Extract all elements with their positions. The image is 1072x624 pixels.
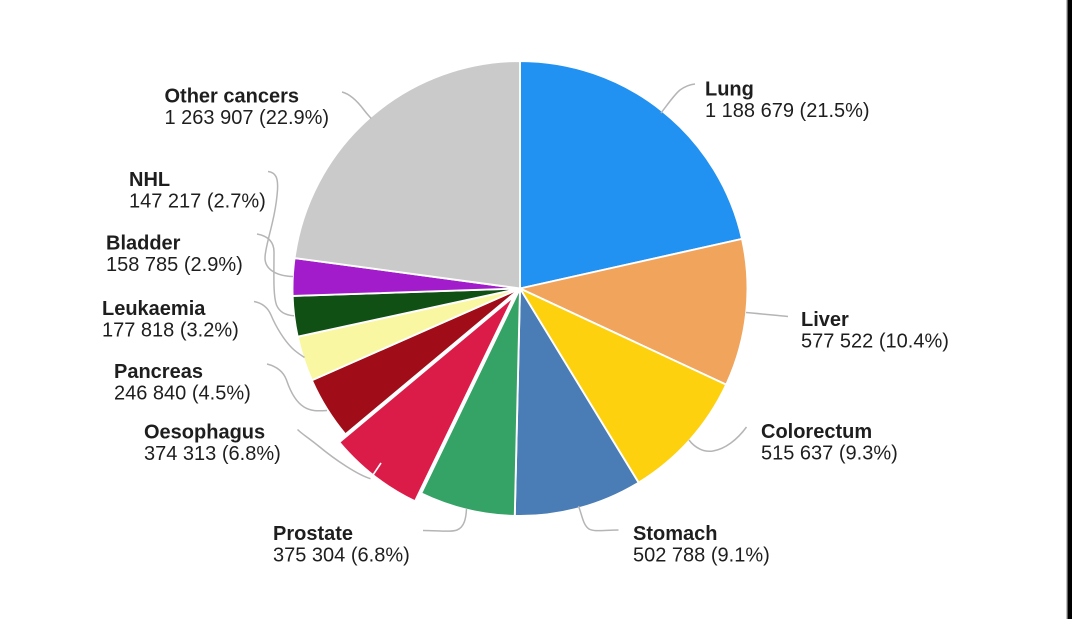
svg-text:147 217 (2.7%): 147 217 (2.7%)	[129, 191, 266, 213]
svg-text:Pancreas: Pancreas	[114, 361, 203, 383]
svg-text:Other cancers: Other cancers	[165, 86, 300, 108]
svg-text:Bladder: Bladder	[106, 233, 181, 255]
svg-text:Prostate: Prostate	[273, 523, 353, 545]
svg-text:502 788 (9.1%): 502 788 (9.1%)	[633, 545, 770, 567]
svg-text:577 522 (10.4%): 577 522 (10.4%)	[801, 331, 949, 353]
svg-text:246 840 (4.5%): 246 840 (4.5%)	[114, 383, 251, 405]
svg-text:Stomach: Stomach	[633, 523, 717, 545]
svg-text:374 313 (6.8%): 374 313 (6.8%)	[144, 443, 281, 465]
svg-text:1 188 679 (21.5%): 1 188 679 (21.5%)	[705, 100, 870, 122]
svg-text:NHL: NHL	[129, 169, 170, 191]
svg-text:Leukaemia: Leukaemia	[102, 298, 206, 320]
svg-text:177 818 (3.2%): 177 818 (3.2%)	[102, 320, 239, 342]
svg-text:Liver: Liver	[801, 309, 849, 331]
svg-text:158 785 (2.9%): 158 785 (2.9%)	[106, 254, 243, 276]
svg-text:Oesophagus: Oesophagus	[144, 422, 265, 444]
svg-text:Lung: Lung	[705, 79, 754, 101]
svg-text:375 304 (6.8%): 375 304 (6.8%)	[273, 545, 410, 567]
svg-text:515 637 (9.3%): 515 637 (9.3%)	[761, 443, 898, 465]
svg-text:Colorectum: Colorectum	[761, 421, 872, 443]
svg-text:1 263 907 (22.9%): 1 263 907 (22.9%)	[165, 107, 330, 129]
